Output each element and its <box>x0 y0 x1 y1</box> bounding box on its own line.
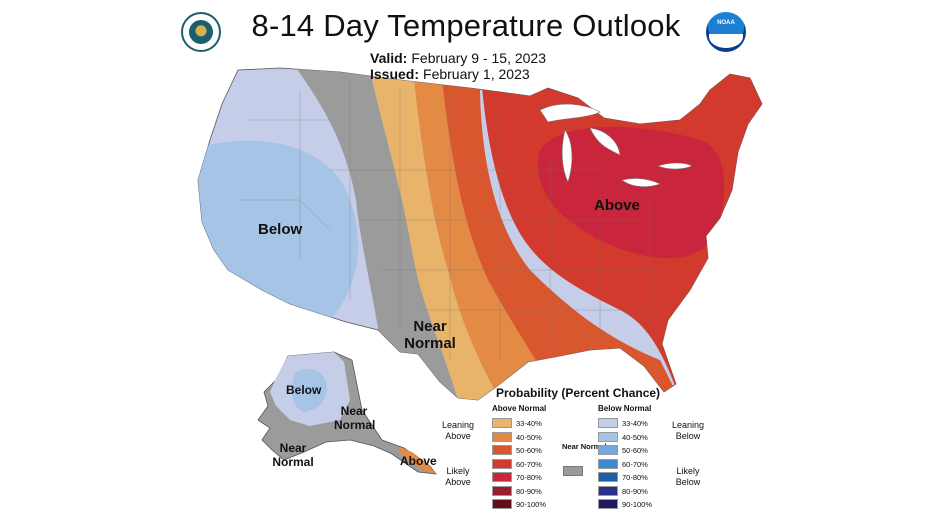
legend-below-swatch-7 <box>598 499 618 509</box>
noaa-logo-icon: NOAA <box>706 12 746 52</box>
legend-below-swatch-1 <box>598 418 618 428</box>
legend-above-swatch-7 <box>492 499 512 509</box>
issued-label: Issued: <box>370 66 420 82</box>
legend-below-range-label-5: 70-80% <box>622 473 648 482</box>
legend-above-swatch-2 <box>492 431 512 442</box>
legend-below-swatch-3 <box>598 445 618 455</box>
issued-value: February 1, 2023 <box>423 66 530 82</box>
noaa-logo-text: NOAA <box>717 20 735 26</box>
legend-leaning-above: Leaning Above <box>441 420 475 441</box>
above-50-60-area <box>440 68 680 400</box>
page-title: 8-14 Day Temperature Outlook <box>251 8 681 43</box>
legend-below-range-label-1: 33-40% <box>622 419 648 428</box>
legend-above-range-label-1: 33-40% <box>516 419 542 428</box>
legend-below-swatch-4 <box>598 458 618 469</box>
legend-below-swatch-6 <box>598 485 618 496</box>
region-label-alaska-near-normal-east: Near Normal <box>334 404 376 432</box>
doc-seal-icon <box>181 12 221 52</box>
legend-below-range-label-7: 90-100% <box>622 500 653 509</box>
legend-below-header: Below Normal <box>598 404 652 413</box>
legend-above-range-label-7: 90-100% <box>516 500 547 509</box>
legend-above-range-label-5: 70-80% <box>516 473 542 482</box>
legend-near-normal-swatch <box>563 466 583 476</box>
legend-above-range-label-4: 60-70% <box>516 459 542 469</box>
valid-dates: Valid: February 9 - 15, 2023 <box>370 50 546 66</box>
legend-above-swatch-4 <box>492 458 512 469</box>
valid-value: February 9 - 15, 2023 <box>411 50 546 66</box>
legend-above-header: Above Normal <box>492 404 547 413</box>
region-label-east-above: Above <box>594 197 640 214</box>
above-40-50-area <box>412 68 560 400</box>
legend-above-swatch-6 <box>492 485 512 496</box>
conus-map <box>197 67 763 401</box>
legend-below-range-label-3: 50-60% <box>622 446 648 455</box>
legend-below-swatch-2 <box>598 431 618 442</box>
legend-leaning-below: Leaning Below <box>671 420 705 441</box>
region-label-west-below: Below <box>258 221 303 238</box>
legend-likely-below: Likely Below <box>675 466 701 487</box>
above-33-40-area <box>368 68 500 400</box>
legend-likely-above: Likely Above <box>445 466 471 487</box>
great-lakes <box>539 103 693 187</box>
legend-below-range-label-4: 60-70% <box>622 459 648 469</box>
legend-above-swatch-1 <box>492 418 512 428</box>
probability-legend: Probability (Percent Chance) Above Norma… <box>432 382 712 512</box>
legend-below-swatch-5 <box>598 472 618 482</box>
legend-below-range-label-2: 40-50% <box>622 432 648 442</box>
region-label-alaska-near-normal-south: Near Normal <box>272 441 314 469</box>
legend-above-range-label-3: 50-60% <box>516 446 542 455</box>
region-label-alaska-above: Above <box>400 454 437 468</box>
legend-near-normal-label: Near Normal <box>562 442 607 451</box>
region-label-alaska-below: Below <box>286 383 322 397</box>
alaska-below-40-50 <box>291 369 327 412</box>
valid-label: Valid: <box>370 50 408 66</box>
alaska-above-area <box>396 446 436 474</box>
legend-above-range-label-2: 40-50% <box>516 432 542 442</box>
region-label-near-normal: Near Normal <box>404 318 456 352</box>
legend-above-range-label-6: 80-90% <box>516 486 542 496</box>
legend-below-range-label-6: 80-90% <box>622 486 648 496</box>
legend-above-swatch-3 <box>492 445 512 455</box>
legend-title: Probability (Percent Chance) <box>496 386 661 400</box>
alaska-map <box>257 351 437 475</box>
issued-date: Issued: February 1, 2023 <box>370 66 530 82</box>
legend-above-swatch-5 <box>492 472 512 482</box>
above-70-80-area <box>538 126 725 259</box>
near-normal-area <box>290 68 458 400</box>
